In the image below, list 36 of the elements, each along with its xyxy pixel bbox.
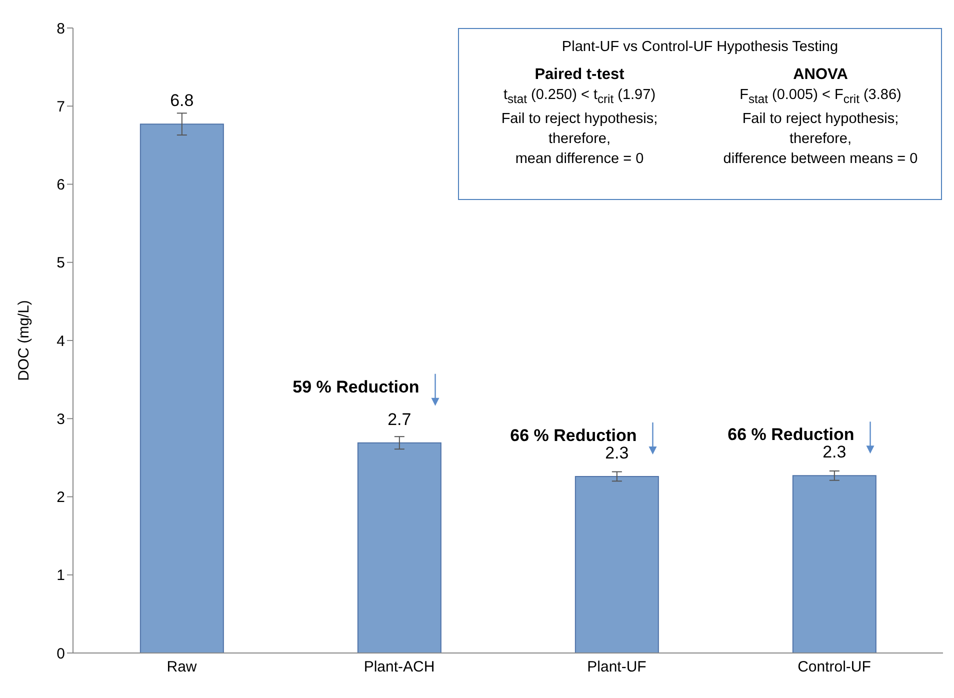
x-tick-label: Raw [166, 658, 197, 676]
annotation: therefore, [788, 130, 853, 149]
x-tick-label: Plant-UF [587, 658, 646, 676]
bar [140, 124, 224, 653]
annotation: mean difference = 0 [514, 150, 645, 169]
annotation: 59 % Reduction [292, 377, 420, 396]
data-label: 2.3 [822, 442, 846, 462]
annotation: Fail to reject hypothesis; [500, 110, 659, 129]
annotation: Plant-UF vs Control-UF Hypothesis Testing [560, 39, 840, 55]
annotation: Fail to reject hypothesis; [741, 110, 900, 129]
y-tick-label: 6 [56, 176, 65, 194]
data-label: 2.3 [605, 443, 629, 462]
annotation: t$_{stat}$ (0.250) < t$_{crit}$ (1.97) [502, 86, 657, 108]
annotation: F$_{stat}$ (0.005) < F$_{crit}$ (3.86) [738, 86, 902, 108]
data-label: 2.7 [388, 410, 412, 429]
y-tick-label: 7 [56, 98, 65, 116]
y-tick-label: 8 [56, 20, 65, 38]
annotation: therefore, [547, 130, 612, 149]
annotation: 66 % Reduction [728, 425, 854, 444]
annotation: difference between means = 0 [722, 150, 919, 169]
annotation: ANOVA [792, 65, 849, 85]
y-tick-label: 1 [56, 567, 65, 584]
bar [574, 476, 659, 653]
y-tick-label: 5 [56, 254, 65, 272]
annotation: Paired t-test [534, 65, 626, 85]
bar [357, 442, 442, 653]
y-tick-label: 2 [56, 489, 65, 506]
data-label: 6.8 [170, 91, 194, 110]
x-tick-label: Control-UF [798, 658, 871, 676]
annotation: 66 % Reduction [510, 426, 637, 445]
y-tick-label: 3 [56, 410, 65, 428]
x-tick-label: Plant-ACH [364, 658, 435, 676]
y-tick-label: 0 [56, 645, 65, 662]
y-axis-title: DOC (mg/L) [15, 300, 32, 381]
bar [792, 475, 876, 653]
y-tick-label: 4 [56, 332, 65, 350]
